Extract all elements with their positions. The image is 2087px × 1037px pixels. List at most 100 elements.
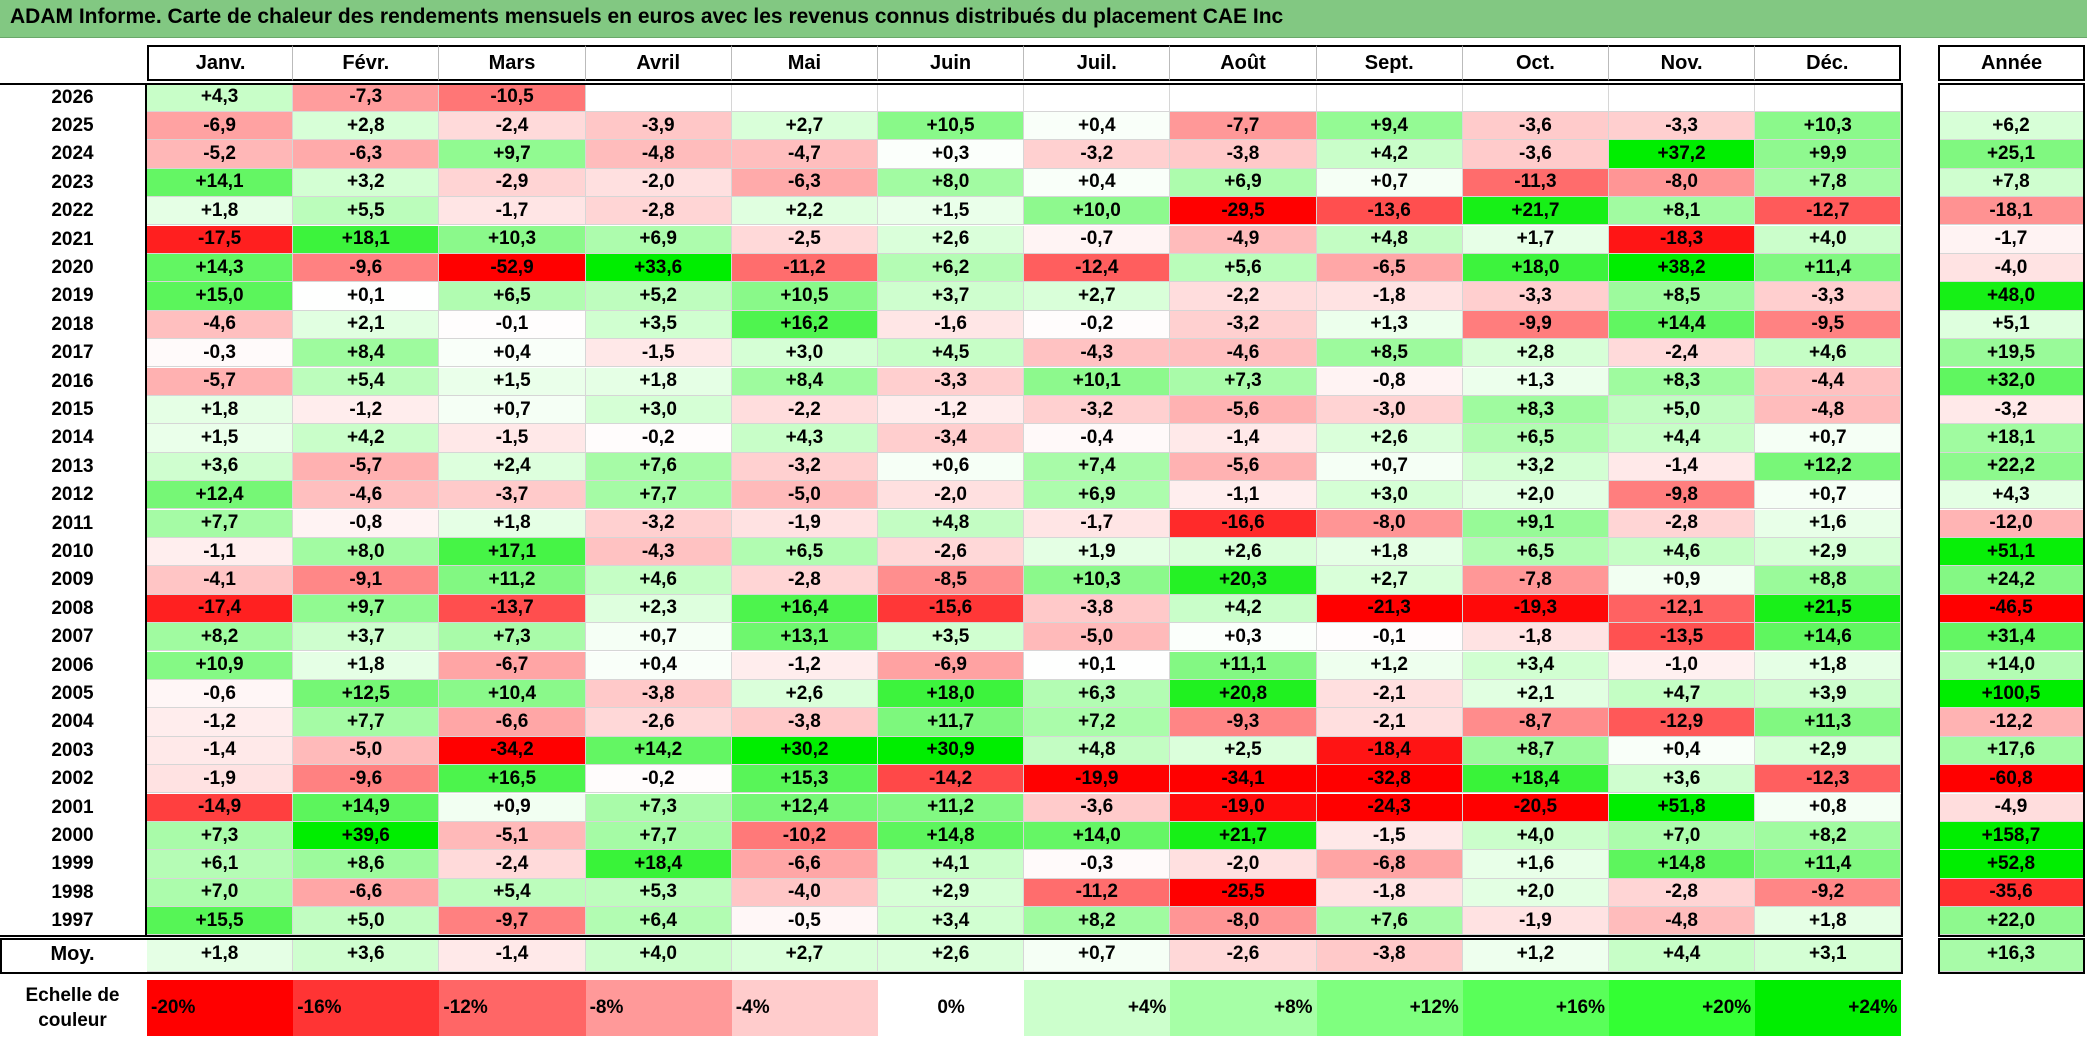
heat-cell: +8,3 bbox=[1609, 367, 1756, 396]
heat-cell: +1,5 bbox=[439, 367, 586, 396]
heat-cell: -2,8 bbox=[1609, 509, 1756, 538]
heat-cell: +1,5 bbox=[147, 424, 294, 453]
heat-cell: +1,8 bbox=[1755, 651, 1902, 680]
mean-cell: +2,7 bbox=[731, 937, 878, 972]
heat-cell: +8,0 bbox=[878, 168, 1025, 198]
annual-cell: -46,5 bbox=[1938, 594, 2085, 624]
mean-cell: +4,4 bbox=[1609, 937, 1756, 972]
year-label: 2013 bbox=[51, 455, 94, 477]
heat-cell: +10,5 bbox=[731, 282, 878, 311]
heat-cell: -29,5 bbox=[1170, 197, 1317, 226]
heat-cell: +2,7 bbox=[1316, 566, 1463, 595]
heat-cell: -13,7 bbox=[439, 594, 586, 624]
annual-cell: -12,2 bbox=[1938, 708, 2085, 737]
heat-cell: +1,2 bbox=[1316, 651, 1463, 680]
month-header: Sept. bbox=[1316, 45, 1463, 81]
scale-cell: -20% bbox=[147, 980, 294, 1036]
heat-cell: +10,1 bbox=[1024, 367, 1171, 396]
heat-cell: -0,5 bbox=[731, 907, 878, 936]
heat-cell: +8,4 bbox=[731, 367, 878, 396]
heat-cell: +9,1 bbox=[1462, 509, 1609, 538]
heat-cell: +7,3 bbox=[147, 821, 294, 851]
heat-cell: -9,8 bbox=[1609, 481, 1756, 510]
heat-cell: -6,8 bbox=[1316, 850, 1463, 879]
year-label: 2019 bbox=[51, 285, 94, 307]
heat-cell bbox=[731, 83, 878, 112]
heat-cell: +7,6 bbox=[1316, 907, 1463, 936]
annual-cell: +6,2 bbox=[1938, 111, 2085, 141]
heat-cell: -3,3 bbox=[878, 367, 1025, 396]
heat-cell: -7,8 bbox=[1462, 566, 1609, 595]
heat-cell: -0,6 bbox=[147, 679, 294, 709]
year-label: 2018 bbox=[51, 313, 94, 335]
heat-cell: -5,1 bbox=[439, 821, 586, 851]
heat-cell: +6,5 bbox=[731, 537, 878, 567]
heat-cell: +3,0 bbox=[1316, 481, 1463, 510]
heat-cell: +14,8 bbox=[1609, 850, 1756, 879]
annual-cell: +48,0 bbox=[1938, 282, 2085, 311]
year-label: 2002 bbox=[51, 768, 94, 790]
heat-cell: +14,8 bbox=[878, 821, 1025, 851]
heat-cell: +4,4 bbox=[1609, 424, 1756, 453]
heat-cell bbox=[1462, 83, 1609, 112]
heat-cell: +9,9 bbox=[1755, 140, 1902, 169]
heat-cell: +12,4 bbox=[147, 481, 294, 510]
heat-cell: -6,6 bbox=[731, 850, 878, 879]
heat-cell: +9,4 bbox=[1316, 111, 1463, 141]
heat-cell: +8,7 bbox=[1462, 736, 1609, 766]
year-label: 2003 bbox=[51, 739, 94, 761]
heat-cell: +7,8 bbox=[1755, 168, 1902, 198]
heat-cell: -3,3 bbox=[1755, 282, 1902, 311]
heat-cell: +21,7 bbox=[1462, 197, 1609, 226]
heat-cell: -13,6 bbox=[1316, 197, 1463, 226]
heat-cell: -3,9 bbox=[585, 111, 732, 141]
heat-cell: +0,7 bbox=[439, 395, 586, 425]
heat-cell: -52,9 bbox=[439, 253, 586, 283]
heat-cell: +4,2 bbox=[1170, 594, 1317, 624]
heat-cell: +3,2 bbox=[1462, 452, 1609, 482]
heat-cell: +38,2 bbox=[1609, 253, 1756, 283]
heat-cell: +2,0 bbox=[1462, 878, 1609, 908]
heat-cell: +0,4 bbox=[1024, 168, 1171, 198]
annual-cell: +5,1 bbox=[1938, 310, 2085, 340]
mean-cell: +0,7 bbox=[1024, 937, 1171, 972]
heat-cell: +8,2 bbox=[1024, 907, 1171, 936]
year-label: 2023 bbox=[51, 171, 94, 193]
heat-cell: +20,8 bbox=[1170, 679, 1317, 709]
annual-cell: -1,7 bbox=[1938, 225, 2085, 254]
heat-cell: +6,5 bbox=[1462, 424, 1609, 453]
heat-cell: -8,7 bbox=[1462, 708, 1609, 737]
heat-cell: +2,5 bbox=[1170, 736, 1317, 766]
heat-cell: -2,2 bbox=[731, 395, 878, 425]
mean-cell: +2,6 bbox=[878, 937, 1025, 972]
heat-cell: +0,1 bbox=[1024, 651, 1171, 680]
heat-cell: +0,4 bbox=[439, 339, 586, 368]
year-label: 2014 bbox=[51, 427, 94, 449]
heat-cell: +2,8 bbox=[1462, 339, 1609, 368]
heat-cell: +7,3 bbox=[1170, 367, 1317, 396]
heat-cell: -0,7 bbox=[1024, 225, 1171, 254]
heat-cell: +2,6 bbox=[1170, 537, 1317, 567]
heat-cell: -0,8 bbox=[1316, 367, 1463, 396]
year-label: 2000 bbox=[51, 825, 94, 847]
heat-cell: -9,3 bbox=[1170, 708, 1317, 737]
heat-cell: +3,6 bbox=[147, 452, 294, 482]
year-label: 2006 bbox=[51, 654, 94, 676]
heat-cell: -7,3 bbox=[293, 83, 440, 112]
heat-cell: -1,8 bbox=[1316, 878, 1463, 908]
heat-cell: -1,5 bbox=[1316, 821, 1463, 851]
heat-cell: +0,4 bbox=[1609, 736, 1756, 766]
heat-cell: +18,0 bbox=[878, 679, 1025, 709]
heat-cell: +21,5 bbox=[1755, 594, 1902, 624]
heat-cell: +2,7 bbox=[1024, 282, 1171, 311]
year-label: 2025 bbox=[51, 115, 94, 137]
heat-cell: +39,6 bbox=[293, 821, 440, 851]
page-title: ADAM Informe. Carte de chaleur des rende… bbox=[10, 5, 1284, 28]
annual-cell: +31,4 bbox=[1938, 623, 2085, 652]
year-label: 2021 bbox=[51, 228, 94, 250]
heat-cell: -3,2 bbox=[1170, 310, 1317, 340]
annual-cell: +17,6 bbox=[1938, 736, 2085, 766]
mean-label: Moy. bbox=[50, 943, 95, 965]
mean-cell: +1,2 bbox=[1462, 937, 1609, 972]
heat-cell: -3,2 bbox=[585, 509, 732, 538]
